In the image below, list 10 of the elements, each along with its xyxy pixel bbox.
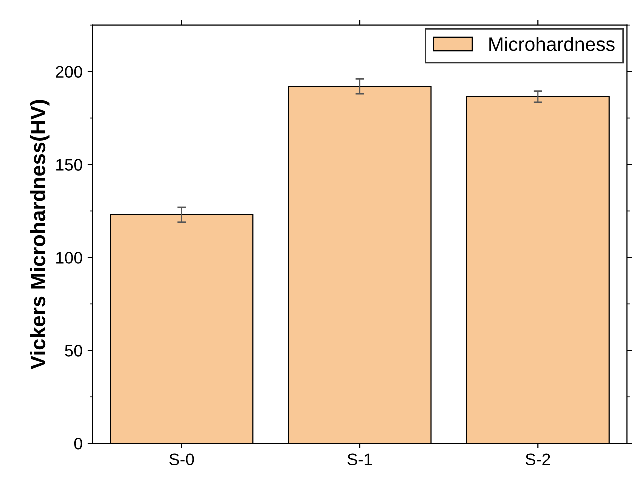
y-tick-label: 0 [74,438,82,450]
x-tick-label: S-0 [170,454,194,466]
y-axis-title: Vickers Microhardness(HV) [30,100,50,370]
legend-label: Microhardness [490,37,615,52]
y-tick-label: 100 [56,252,82,264]
x-tick-label: S-1 [348,454,372,466]
y-tick-label: 50 [65,345,82,357]
y-tick-label: 200 [56,66,82,78]
y-tick-label: 150 [56,159,82,171]
x-tick-label: S-2 [526,454,550,466]
